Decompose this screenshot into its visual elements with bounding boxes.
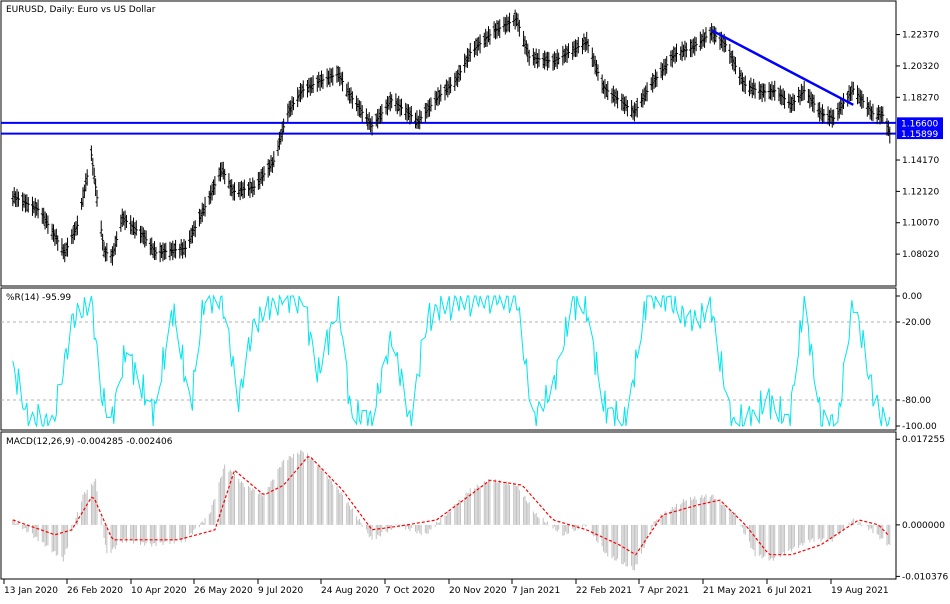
price-level-label: 1.15899	[901, 130, 938, 140]
price-bars-series	[11, 9, 892, 266]
price-level-tag	[897, 128, 943, 140]
x-axis-label: 7 Apr 2021	[639, 586, 689, 596]
price-axis-label: 1.18270	[902, 93, 939, 103]
x-axis-label: 10 Apr 2020	[131, 586, 187, 596]
x-axis-label: 19 Aug 2021	[831, 586, 889, 596]
x-axis-label: 22 Feb 2021	[576, 586, 632, 596]
williams-r-title: %R(14) -95.99	[6, 293, 71, 303]
price-axis-label: 1.22370	[902, 31, 939, 41]
williams-r-axis-label: -20.00	[902, 318, 931, 328]
macd-signal-line	[12, 456, 889, 556]
macd-title: MACD(12,26,9) -0.004285 -0.002406	[6, 437, 173, 447]
macd-axis-label: 0.017255	[902, 435, 945, 445]
price-level-tag	[897, 117, 943, 129]
x-axis-label: 21 May 2021	[703, 586, 762, 596]
macd-panel[interactable]	[0, 431, 897, 580]
x-axis-label: 26 Feb 2020	[67, 586, 123, 596]
williams-r-panel[interactable]	[0, 287, 897, 431]
price-axis-label: 1.08020	[902, 250, 939, 260]
williams-r-axis-label: -100.00	[902, 422, 937, 432]
x-axis-label: 20 Nov 2020	[449, 586, 507, 596]
macd-axis-label: -0.010376	[902, 572, 948, 582]
williams-r-axis-label: -80.00	[902, 396, 931, 406]
price-axis-label: 1.12120	[902, 187, 939, 197]
williams-r-axis-label: 0.00	[902, 292, 922, 302]
williams-r-line	[12, 294, 891, 428]
price-panel[interactable]	[0, 0, 897, 287]
x-axis-label: 26 May 2020	[194, 586, 253, 596]
x-axis-label: 9 Jul 2020	[258, 586, 303, 596]
price-panel-title: EURUSD, Daily: Euro vs US Dollar	[6, 5, 156, 15]
x-axis-label: 6 Jul 2021	[767, 586, 812, 596]
price-axis-label: 1.14170	[902, 156, 939, 166]
x-axis-label: 24 Aug 2020	[321, 586, 379, 596]
x-axis-label: 13 Jan 2020	[4, 586, 58, 596]
trendline[interactable]	[711, 29, 854, 106]
price-level-label: 1.16600	[901, 119, 938, 129]
price-axis-label: 1.10070	[902, 219, 939, 229]
x-axis-label: 7 Oct 2020	[385, 586, 435, 596]
x-axis-label: 7 Jan 2021	[512, 586, 560, 596]
price-axis-label: 1.20320	[902, 62, 939, 72]
macd-axis-label: 0.000000	[902, 521, 945, 531]
macd-histogram	[12, 450, 891, 571]
